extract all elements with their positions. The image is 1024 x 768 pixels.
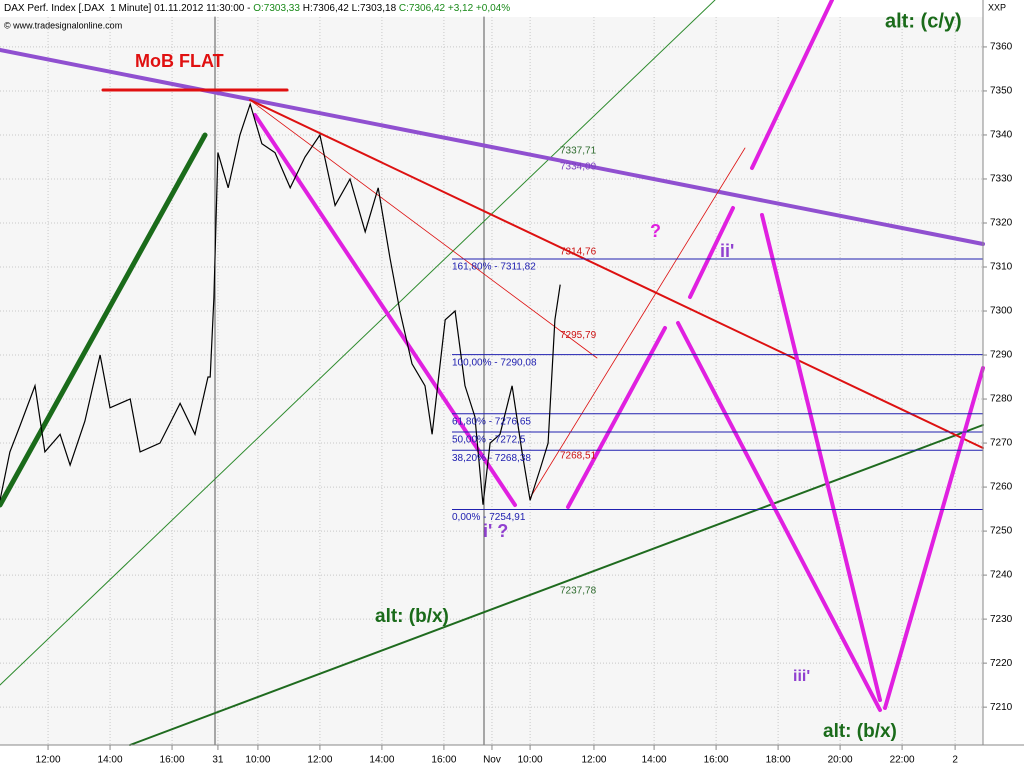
x-tick-label: 12:00 bbox=[36, 755, 61, 766]
y-tick-label: 7340 bbox=[990, 130, 1013, 141]
wave-line bbox=[750, 0, 834, 170]
x-tick-label: 2 bbox=[952, 755, 958, 766]
x-tick-label: Nov bbox=[483, 755, 501, 766]
price-label: 7337,71 bbox=[560, 146, 597, 157]
wave-line bbox=[566, 326, 667, 509]
y-tick-label: 7270 bbox=[990, 438, 1013, 449]
trendline bbox=[529, 147, 746, 499]
fib-label: 161,80% - 7311,82 bbox=[452, 262, 536, 273]
fib-label: 50,00% - 7272,5 bbox=[452, 435, 526, 446]
price-label: 7237,78 bbox=[560, 586, 597, 597]
x-tick-label: 16:00 bbox=[431, 755, 456, 766]
price-label: 7268,51 bbox=[560, 450, 597, 461]
annotation: ? bbox=[650, 221, 661, 241]
y-tick-label: 7330 bbox=[990, 174, 1013, 185]
x-tick-label: 14:00 bbox=[98, 755, 123, 766]
x-tick-label: 10:00 bbox=[245, 755, 270, 766]
y-tick-label: 7240 bbox=[990, 570, 1013, 581]
fib-label: 0,00% - 7254,91 bbox=[452, 512, 526, 523]
y-tick-label: 7280 bbox=[990, 394, 1013, 405]
x-tick-label: 18:00 bbox=[766, 755, 791, 766]
price-label: 7295,79 bbox=[560, 330, 597, 341]
x-tick-label: 16:00 bbox=[160, 755, 185, 766]
y-tick-label: 7220 bbox=[990, 658, 1013, 669]
source: © www.tradesignalonline.com bbox=[4, 20, 122, 30]
x-tick-label: 31 bbox=[212, 755, 224, 766]
y-tick-label: 7260 bbox=[990, 482, 1013, 493]
y-tick-label: 7290 bbox=[990, 350, 1013, 361]
trendline bbox=[249, 99, 598, 359]
x-tick-label: 12:00 bbox=[581, 755, 606, 766]
annotation: MoB FLAT bbox=[135, 51, 224, 71]
y-tick-label: 7350 bbox=[990, 86, 1013, 97]
annotation: ii' bbox=[720, 241, 734, 261]
y-tick-label: 7230 bbox=[990, 614, 1013, 625]
header-part: DAX Perf. Index [.DAX 1 Minute] 01.11.20… bbox=[4, 3, 253, 14]
wave-line bbox=[883, 366, 985, 710]
marks: MoB FLAT alt: (c/y) alt: (b/x) alt: (b/x)? i… bbox=[0, 10, 983, 742]
y-tick-label: 7250 bbox=[990, 526, 1013, 537]
trendline bbox=[249, 99, 984, 449]
wave-line bbox=[253, 113, 517, 507]
x-tick-label: 16:00 bbox=[704, 755, 729, 766]
annotation: iii' bbox=[793, 668, 810, 685]
wave-line bbox=[688, 206, 735, 299]
drawings bbox=[0, 0, 985, 746]
y-tick-label: 7310 bbox=[990, 262, 1013, 273]
x-tick-label: 10:00 bbox=[518, 755, 543, 766]
price-label: 7314,76 bbox=[560, 247, 597, 258]
trendline bbox=[0, 132, 208, 508]
y-tick-label: 7300 bbox=[990, 306, 1013, 317]
wave-line bbox=[676, 321, 882, 712]
header: DAX Perf. Index [.DAX 1 Minute] 01.11.20… bbox=[4, 3, 510, 14]
price-label: 7334,09 bbox=[560, 162, 597, 173]
price-line bbox=[0, 102, 561, 505]
trendline bbox=[0, 0, 716, 686]
x-tick-label: 22:00 bbox=[890, 755, 915, 766]
header-part: C:7306,42 +3,12 +0,04% bbox=[399, 3, 510, 14]
y-tick-label: 7320 bbox=[990, 218, 1013, 229]
header-part: O:7303,33 bbox=[253, 3, 300, 14]
wave-line bbox=[760, 213, 882, 702]
x-tick-label: 14:00 bbox=[642, 755, 667, 766]
x-tick-label: 12:00 bbox=[307, 755, 332, 766]
annotation: alt: (b/x) bbox=[375, 606, 449, 627]
trendline bbox=[129, 424, 984, 746]
y-tick-label: 7360 bbox=[990, 42, 1013, 53]
trendline bbox=[0, 48, 985, 246]
symbol: XXP bbox=[988, 2, 1006, 12]
y-tick-label: 7210 bbox=[990, 702, 1013, 713]
header-part: H:7306,42 L:7303,18 bbox=[300, 3, 399, 14]
fib-label: 38,20% - 7268,38 bbox=[452, 453, 531, 464]
x-tick-label: 20:00 bbox=[828, 755, 853, 766]
x-tick-label: 14:00 bbox=[369, 755, 394, 766]
annotation: alt: (c/y) bbox=[885, 10, 962, 32]
annotation: i' ? bbox=[483, 521, 508, 541]
fib-label: 61,80% - 7276,65 bbox=[452, 416, 531, 427]
annotation: alt: (b/x) bbox=[823, 721, 897, 742]
fib-label: 100,00% - 7290,08 bbox=[452, 357, 537, 368]
